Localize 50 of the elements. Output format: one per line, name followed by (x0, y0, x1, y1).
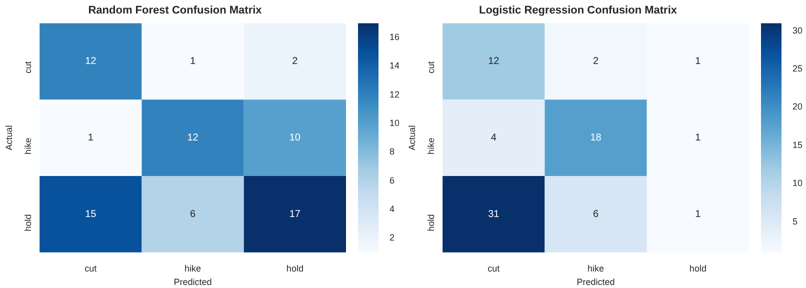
x-tick-label: hold (689, 263, 706, 274)
y-axis-title: Actual (4, 125, 14, 150)
color-bar-label: 6 (390, 175, 395, 186)
x-tick-label: cut (488, 263, 500, 274)
color-bar-label: 8 (390, 146, 395, 157)
y-tick-label: cut (23, 60, 34, 74)
data-label: 17 (289, 208, 301, 220)
y-tick-label: hold (23, 214, 34, 232)
data-label: 1 (695, 132, 702, 144)
data-label: 1 (190, 56, 196, 68)
x-axis-title: Predicted (576, 277, 615, 288)
color-bar-label: 15 (792, 140, 803, 150)
color-bar-label: 4 (390, 204, 395, 214)
x-tick-label: hike (588, 263, 604, 274)
y-tick-label: cut (426, 60, 436, 74)
data-label: 1 (695, 56, 702, 68)
color-bar-label: 2 (390, 232, 395, 243)
color-bar-label: 10 (390, 118, 400, 128)
x-tick-label: hike (184, 263, 202, 274)
color-bar-label: 16 (390, 32, 400, 42)
y-tick-label: hold (426, 214, 436, 232)
color-bar-label: 10 (792, 178, 803, 188)
data-label: 2 (593, 56, 600, 68)
data-label: 1 (88, 132, 94, 144)
y-tick-label: hike (23, 138, 34, 154)
color-bar-label: 14 (390, 60, 400, 71)
data-label: 1 (695, 208, 702, 220)
data-label: 6 (190, 208, 196, 220)
color-bar-label: 25 (792, 64, 803, 74)
data-label: 10 (289, 132, 301, 144)
y-tick-label: hike (426, 138, 436, 154)
data-label: 12 (488, 56, 500, 68)
x-tick-label: hold (286, 263, 304, 274)
chart-title: Logistic Regression Confusion Matrix (478, 4, 678, 17)
y-axis-title: Actual (406, 125, 417, 150)
data-label: 12 (85, 56, 97, 68)
data-label: 12 (187, 132, 199, 144)
x-axis-title: Predicted (174, 277, 212, 288)
color-bar-label: 12 (390, 89, 400, 100)
data-label: 18 (590, 132, 602, 144)
data-label: 2 (292, 56, 298, 68)
data-label: 31 (488, 208, 500, 220)
color-bar-label: 20 (792, 102, 803, 112)
data-label: 4 (490, 132, 497, 144)
x-tick-label: cut (84, 263, 98, 274)
data-label: 6 (593, 208, 600, 220)
chart-title: Random Forest Confusion Matrix (88, 4, 263, 17)
color-bar-label: 30 (792, 25, 803, 36)
data-label: 15 (85, 208, 97, 220)
color-bar-label: 5 (792, 216, 798, 226)
